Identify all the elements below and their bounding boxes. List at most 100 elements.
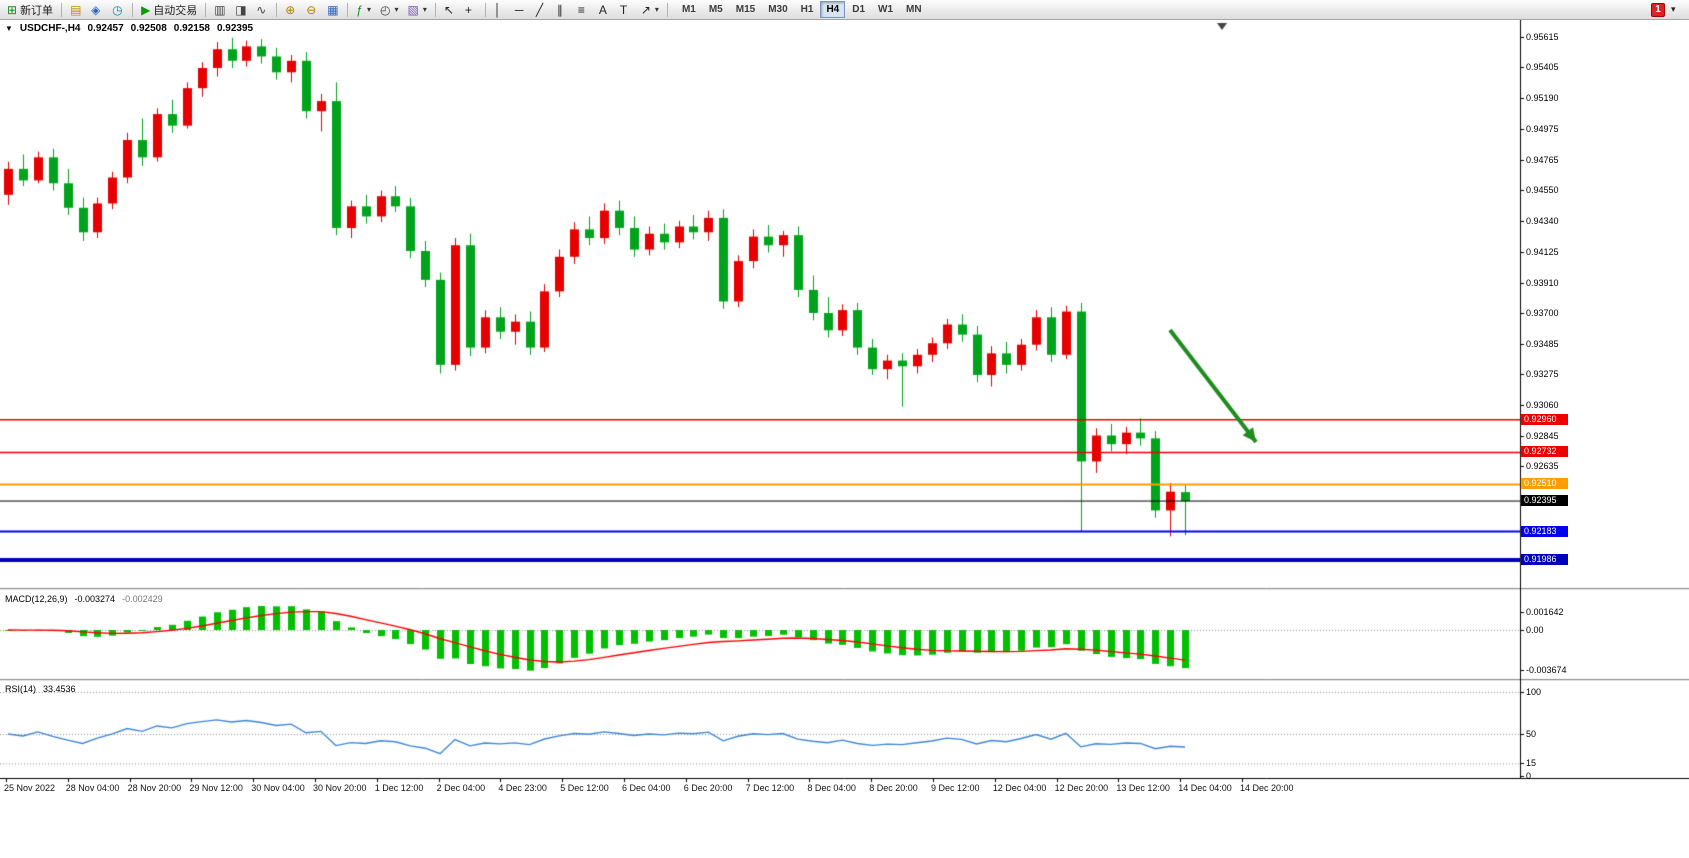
autotrading-icon: ▶ [141, 2, 151, 17]
macd-axis-label: 0.00 [1526, 625, 1544, 635]
price-axis-label: 0.94975 [1526, 124, 1559, 135]
time-axis-label: 28 Nov 20:00 [127, 783, 182, 793]
tile-windows-button[interactable]: ▦ [323, 1, 343, 19]
toolbar-separator [205, 2, 207, 17]
terminal-icon: ◷ [112, 2, 123, 17]
price-axis-label: 0.94125 [1526, 246, 1559, 257]
toolbar-overflow-button[interactable]: ▾ [1666, 1, 1686, 19]
time-axis-label: 9 Dec 12:00 [931, 783, 980, 793]
toolbar-separator [61, 2, 63, 17]
time-axis-label: 13 Dec 12:00 [1116, 783, 1170, 793]
bar-chart-icon: ▥ [214, 2, 226, 17]
arrows-icon: ↗ [640, 2, 651, 17]
timeframe-mn-button[interactable]: MN [900, 1, 928, 18]
bar-chart-button[interactable]: ▥ [210, 1, 230, 19]
main-toolbar: ⊞ 新订单 ▤ ◈ ◷ ▶ 自动交易 ▥ ◨ ∿ ⊕ ⊖ ▦ ƒ ▾ ◴ ▾ ▧ ▾ ↖ + │ ─ ╱ ∥ ≡ A T ↗ ▾ M1 M5… [0, 0, 1689, 20]
price-axis-label: 0.92635 [1526, 461, 1559, 472]
autotrading-label: 自动交易 [153, 4, 198, 17]
price-axis-label: 0.94550 [1526, 185, 1559, 196]
crosshair-button[interactable]: + [461, 1, 481, 19]
price-line-label: 0.92510 [1521, 478, 1568, 490]
indicators-dropdown-icon[interactable]: ▾ [366, 5, 371, 14]
time-axis-label: 25 Nov 2022 [4, 783, 56, 793]
timeframe-m5-button[interactable]: M5 [703, 1, 729, 18]
macd-axis-label: 0.001642 [1526, 606, 1564, 617]
timeframe-m30-button[interactable]: M30 [762, 1, 793, 18]
navigator-button[interactable]: ◈ [87, 1, 107, 19]
time-axis-label: 1 Dec 12:00 [374, 783, 424, 793]
periods-icon: ◴ [380, 2, 391, 17]
market-watch-button[interactable]: ▤ [66, 1, 86, 19]
trendline-icon: ╱ [535, 2, 544, 17]
chart-canvas[interactable] [0, 20, 1689, 858]
text-label-button[interactable]: T [616, 1, 636, 19]
price-axis-label: 0.93275 [1526, 369, 1559, 380]
time-axis-label: 30 Nov 20:00 [313, 783, 367, 793]
rsi-header: RSI(14) 33.4536 [5, 684, 76, 694]
rsi-value: 33.4536 [43, 684, 76, 694]
horizontal-line-icon: ─ [514, 2, 524, 17]
indicators-button[interactable]: ƒ ▾ [352, 1, 375, 19]
alert-badge[interactable]: 1 [1651, 2, 1665, 17]
price-line-label: 0.92395 [1521, 495, 1568, 507]
templates-dropdown-icon[interactable]: ▾ [422, 5, 427, 14]
rsi-axis-label: 50 [1526, 729, 1537, 739]
price-axis-label: 0.95405 [1526, 62, 1559, 73]
overflow-icon: ▾ [1671, 4, 1676, 14]
equidistant-channel-button[interactable]: ∥ [553, 1, 573, 19]
toolbar-separator [434, 2, 436, 17]
periods-button[interactable]: ◴ ▾ [376, 1, 403, 19]
timeframe-d1-button[interactable]: D1 [846, 1, 871, 18]
toolbar-separator [132, 2, 134, 17]
time-axis-label: 29 Nov 12:00 [189, 783, 243, 793]
price-line-label: 0.92960 [1521, 413, 1568, 425]
new-order-button[interactable]: ⊞ 新订单 [3, 1, 57, 19]
chart-menu-icon[interactable]: ▼ [5, 24, 13, 33]
vertical-line-button[interactable]: │ [490, 1, 510, 19]
crosshair-icon: + [464, 2, 472, 17]
price-axis-label: 0.95615 [1526, 32, 1559, 42]
rsi-axis-label: 0 [1526, 771, 1532, 781]
macd-axis-label: -0.003674 [1526, 665, 1567, 676]
macd-signal-value: -0.002429 [122, 594, 163, 604]
arrows-button[interactable]: ↗ ▾ [637, 1, 663, 19]
price-axis-label: 0.94340 [1526, 215, 1559, 226]
time-axis-label: 30 Nov 04:00 [251, 783, 305, 793]
toolbar-buttons: ⊞ 新订单 ▤ ◈ ◷ ▶ 自动交易 ▥ ◨ ∿ ⊕ ⊖ ▦ ƒ ▾ ◴ ▾ ▧ ▾ ↖ + │ ─ ╱ ∥ ≡ A T ↗ ▾ [3, 1, 671, 19]
trendline-button[interactable]: ╱ [532, 1, 552, 19]
timeframe-m1-button[interactable]: M1 [676, 1, 702, 18]
price-axis-label: 0.93060 [1526, 400, 1559, 411]
time-axis-label: 6 Dec 04:00 [622, 783, 671, 793]
timeframe-h1-button[interactable]: H1 [795, 1, 820, 18]
candle-chart-button[interactable]: ◨ [231, 1, 251, 19]
horizontal-line-button[interactable]: ─ [511, 1, 531, 19]
timeframe-h4-button[interactable]: H4 [820, 1, 846, 18]
time-axis-label: 7 Dec 12:00 [745, 783, 795, 793]
time-axis-label: 14 Dec 04:00 [1178, 783, 1232, 793]
timeframe-group: M1 M5 M15 M30 H1 H4 D1 W1 MN [676, 1, 928, 18]
zoom-out-button[interactable]: ⊖ [302, 1, 322, 19]
toolbar-separator [666, 2, 668, 17]
rsi-axis-label: 100 [1526, 687, 1542, 697]
zoom-in-button[interactable]: ⊕ [281, 1, 301, 19]
line-chart-button[interactable]: ∿ [252, 1, 272, 19]
chart-low-value: 0.92158 [173, 23, 210, 34]
terminal-button[interactable]: ◷ [108, 1, 128, 19]
price-line-label: 0.92183 [1521, 525, 1568, 537]
text-button[interactable]: A [595, 1, 615, 19]
chart-open-value: 0.92457 [87, 23, 124, 34]
fibonacci-button[interactable]: ≡ [574, 1, 594, 19]
timeframe-m15-button[interactable]: M15 [730, 1, 761, 18]
arrows-dropdown-icon[interactable]: ▾ [654, 5, 659, 14]
cursor-icon: ↖ [443, 2, 454, 17]
timeframe-w1-button[interactable]: W1 [872, 1, 899, 18]
toolbar-separator [276, 2, 278, 17]
time-axis-label: 2 Dec 04:00 [436, 783, 486, 793]
cursor-button[interactable]: ↖ [440, 1, 460, 19]
periods-dropdown-icon[interactable]: ▾ [394, 5, 399, 14]
price-line-label: 0.91986 [1521, 554, 1568, 565]
price-axis-label: 0.93910 [1526, 277, 1559, 288]
autotrading-button[interactable]: ▶ 自动交易 [137, 1, 201, 19]
time-axis-label: 12 Dec 04:00 [992, 783, 1047, 793]
templates-button[interactable]: ▧ ▾ [404, 1, 431, 19]
